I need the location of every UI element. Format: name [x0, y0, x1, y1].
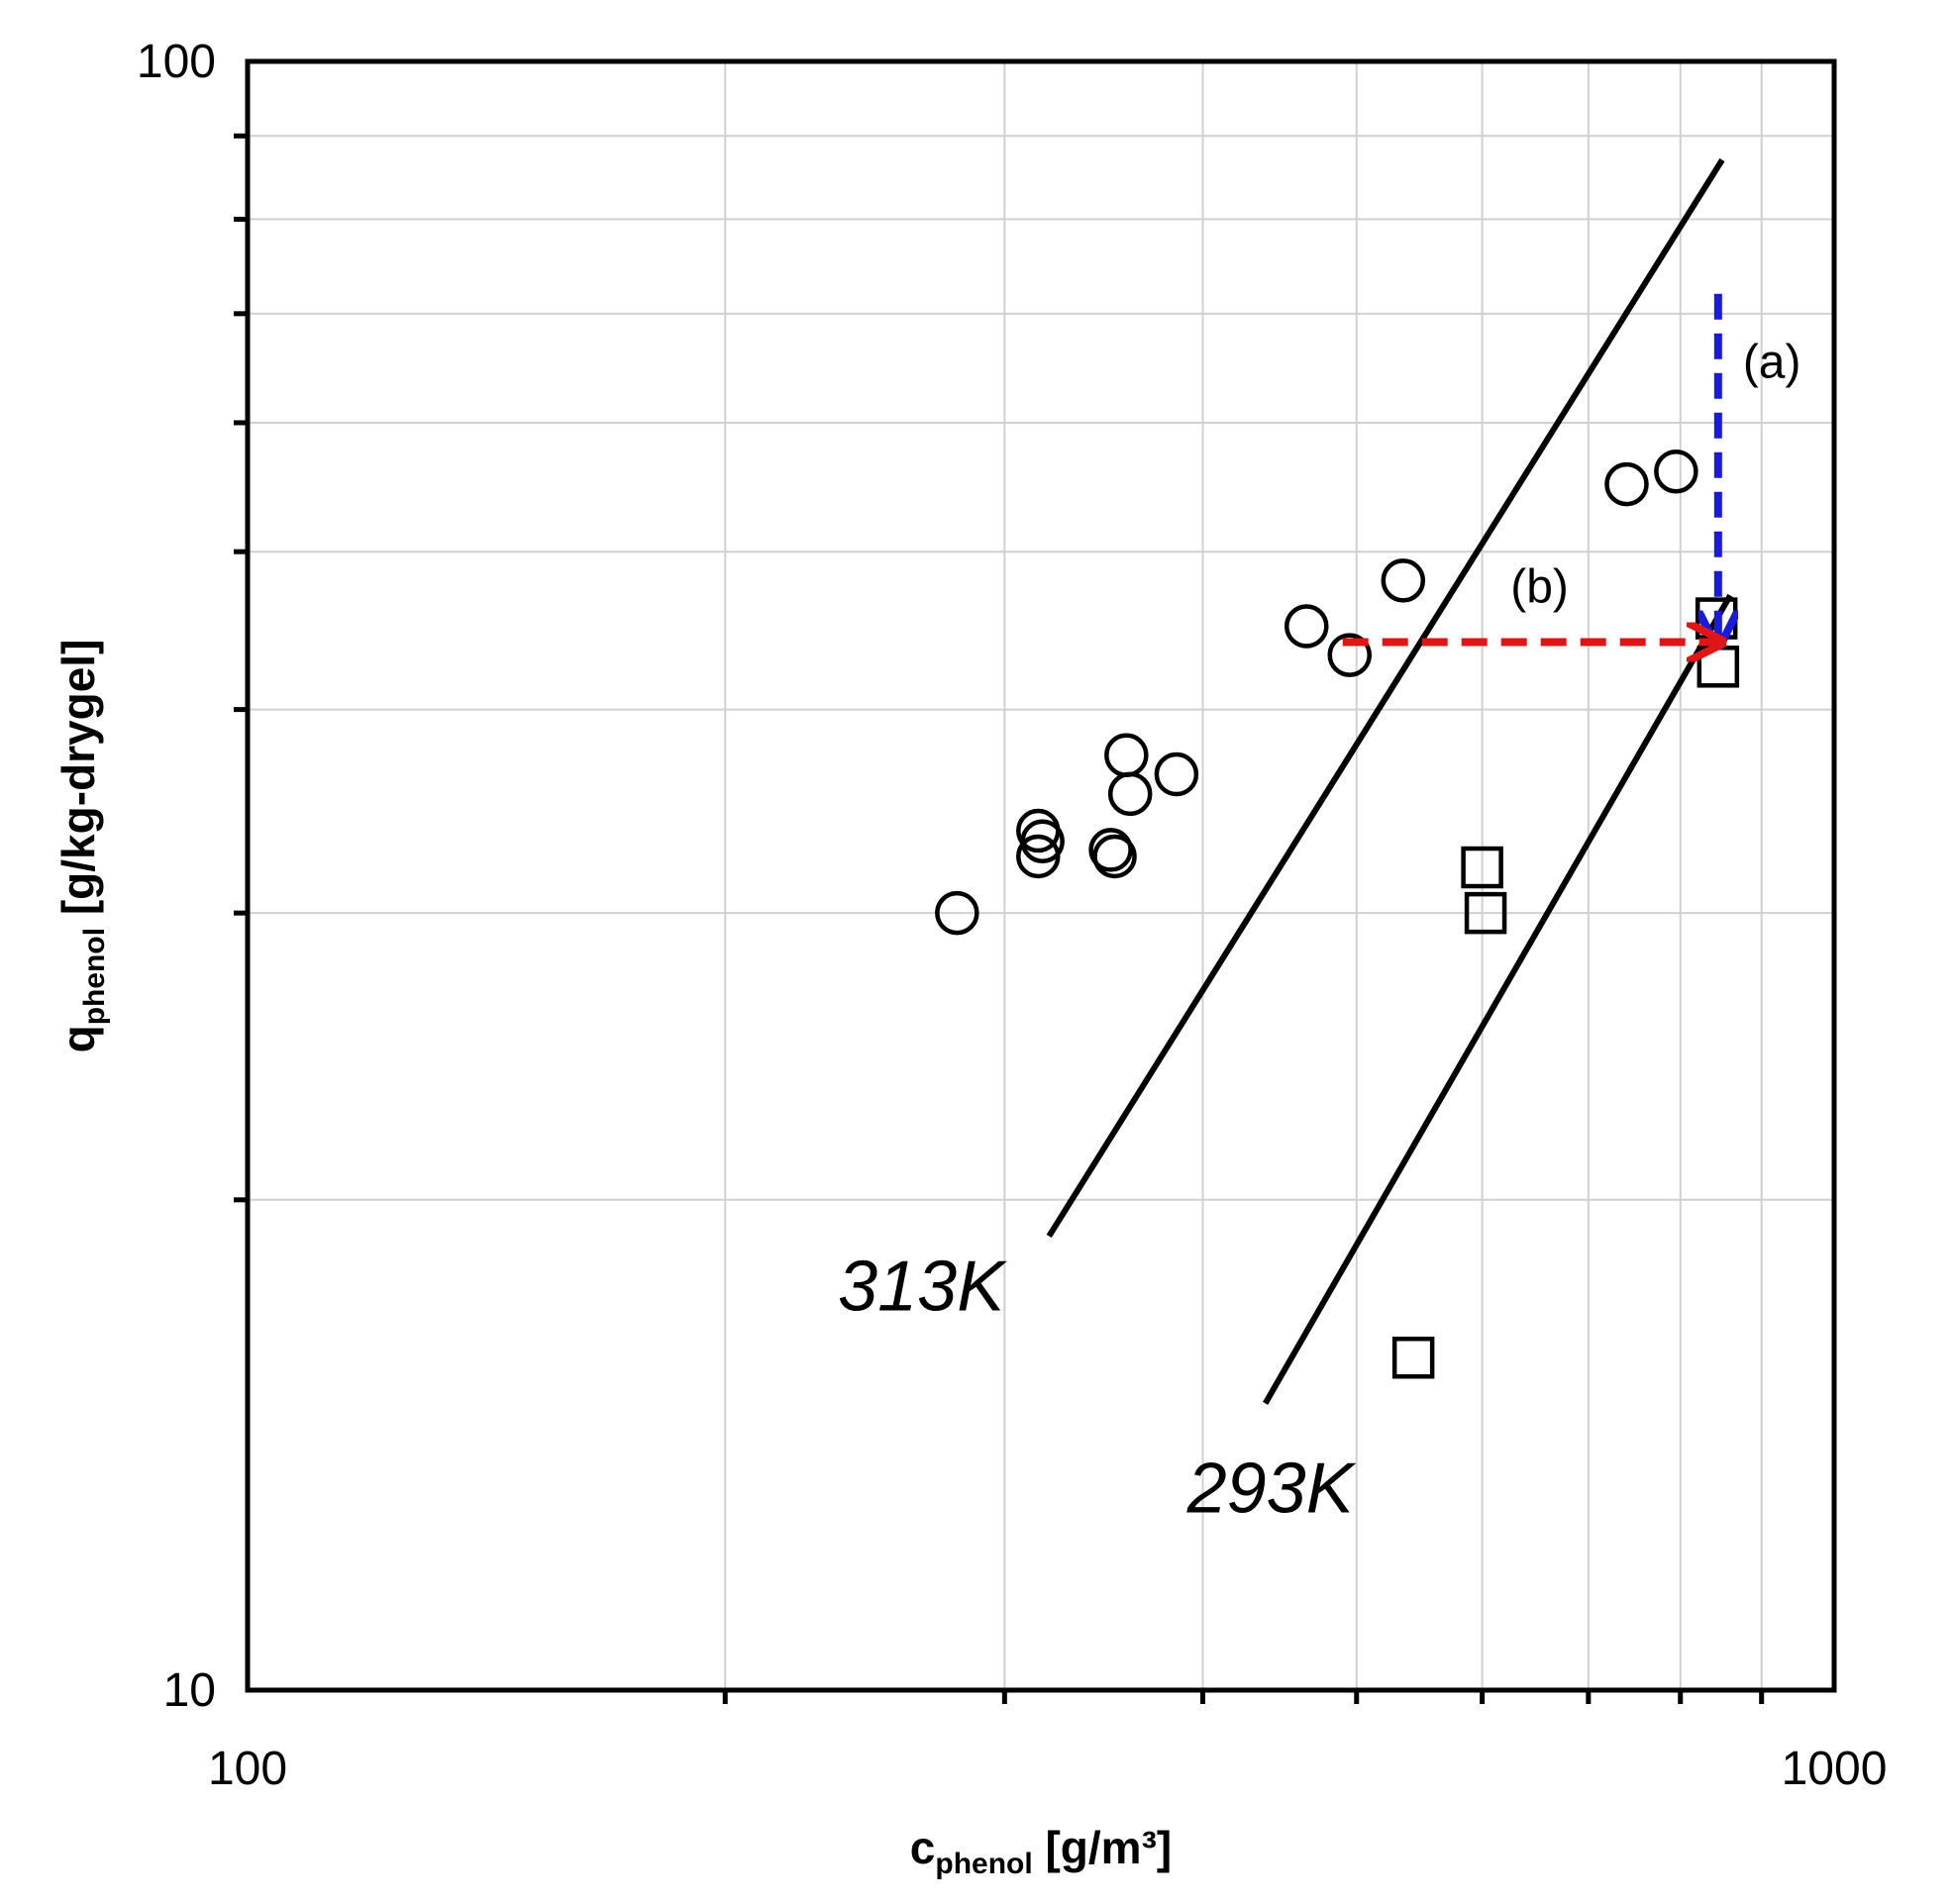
axes [245, 58, 1837, 1693]
fit-line-293K [1263, 593, 1733, 1405]
data-point-circle [1654, 449, 1698, 494]
series-label-313K: 313K [838, 1247, 1007, 1326]
data-point-circle [1088, 828, 1133, 872]
x-tick-label: 1000 [1782, 1743, 1888, 1795]
data-point-circle [1604, 461, 1649, 507]
x-axis-title: cphenol [g/m³] [910, 1822, 1172, 1880]
annotation-label: (b) [1510, 561, 1569, 614]
y-tick-label: 10 [163, 1664, 216, 1717]
x-tick-label: 100 [208, 1743, 287, 1795]
annotations: (a) (b) [1342, 293, 1801, 643]
data-point-square [1696, 646, 1740, 688]
data-point-square [1464, 891, 1507, 935]
plot-frame [245, 58, 1837, 1693]
data-point-circle [1107, 771, 1153, 817]
grid [248, 61, 1834, 1690]
data-point-circle [1285, 604, 1329, 649]
fit-lines [1046, 157, 1733, 1405]
data-point-square [1461, 846, 1503, 889]
fit-line-313K [1046, 157, 1725, 1239]
annotation-label: (a) [1743, 337, 1801, 389]
data-point-circle [935, 890, 979, 936]
y-tick-label: 100 [137, 36, 216, 88]
markers [935, 449, 1740, 1379]
data-point-circle [1154, 752, 1199, 797]
data-point-circle [1016, 808, 1061, 853]
y-axis-title: qphenol [g/kg-drygel] [52, 640, 111, 1053]
ticks [234, 133, 1765, 1704]
labels: 10 100 100 1000 cphenol [g/m³] qphenol [g/kg-… [52, 36, 1887, 1880]
data-point-circle [1381, 558, 1426, 603]
data-point-circle [1104, 733, 1149, 777]
series-label-293K: 293K [1186, 1449, 1357, 1528]
data-point-square [1391, 1336, 1435, 1379]
data-point-circle [1092, 834, 1137, 879]
data-point-circle [1327, 633, 1373, 677]
